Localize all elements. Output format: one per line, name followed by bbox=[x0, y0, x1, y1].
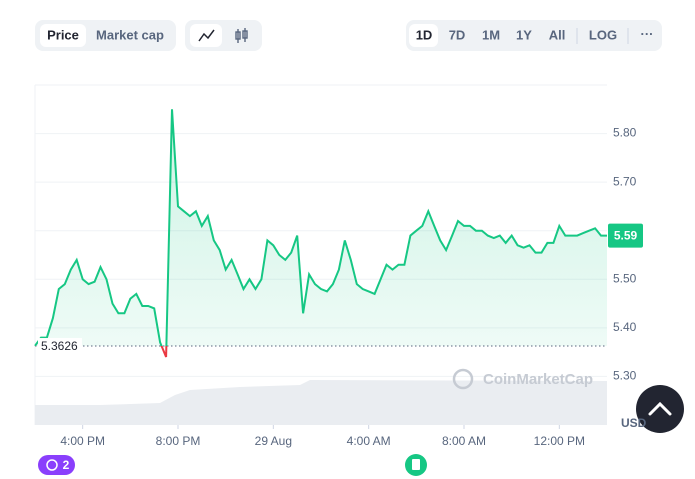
mode-active[interactable] bbox=[40, 24, 86, 47]
y-tick-label: 5.70 bbox=[613, 174, 637, 188]
volume-area bbox=[35, 380, 607, 425]
y-tick-label: 5.40 bbox=[613, 320, 637, 334]
range-button[interactable]: 1D bbox=[416, 27, 433, 42]
more-button[interactable]: ··· bbox=[641, 26, 654, 41]
range-group bbox=[406, 20, 662, 51]
line-icon bbox=[198, 29, 215, 42]
range-button[interactable]: All bbox=[549, 27, 566, 42]
baseline-label: 5.3626 bbox=[41, 339, 78, 353]
y-tick-label: 5.80 bbox=[613, 126, 637, 140]
mode-button[interactable]: Price bbox=[47, 27, 79, 42]
news-icon bbox=[412, 459, 420, 470]
history-icon bbox=[46, 459, 58, 471]
range-button[interactable]: 7D bbox=[449, 27, 466, 42]
x-tick-label: 12:00 PM bbox=[534, 434, 585, 448]
x-tick-label: 8:00 AM bbox=[442, 434, 486, 448]
plot bbox=[34, 109, 607, 358]
current-price-badge bbox=[608, 223, 643, 248]
range-active[interactable] bbox=[409, 24, 438, 47]
price-line bbox=[34, 109, 607, 347]
range-button[interactable]: 1M bbox=[482, 27, 500, 42]
watermark-text: CoinMarketCap bbox=[483, 371, 593, 388]
x-tick-label: 4:00 AM bbox=[347, 434, 391, 448]
scroll-top-button[interactable] bbox=[636, 385, 684, 433]
x-tick-label: 8:00 PM bbox=[156, 434, 201, 448]
y-tick-label: 5.30 bbox=[613, 369, 637, 383]
mode-button[interactable]: Market cap bbox=[96, 27, 164, 42]
log-button[interactable]: LOG bbox=[589, 27, 617, 42]
y-unit: USD bbox=[621, 416, 647, 430]
baseline-label-bg bbox=[38, 338, 82, 355]
price-area bbox=[35, 109, 607, 347]
candle-icon[interactable] bbox=[235, 28, 248, 43]
chevron-up bbox=[648, 401, 672, 416]
watermark: CoinMarketCap bbox=[452, 368, 593, 390]
x-tick-label: 29 Aug bbox=[255, 434, 292, 448]
watermark-logo bbox=[452, 368, 474, 390]
history-count: 2 bbox=[63, 458, 70, 472]
y-tick-label: 5.50 bbox=[613, 271, 637, 285]
current-price-label: 5.59 bbox=[614, 229, 638, 243]
grid bbox=[35, 133, 607, 377]
x-tick-label: 4:00 PM bbox=[60, 434, 105, 448]
range-button[interactable]: 1Y bbox=[516, 27, 532, 42]
